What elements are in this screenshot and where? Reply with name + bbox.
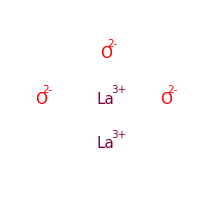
- Text: 2-: 2-: [43, 85, 53, 95]
- Text: La: La: [96, 136, 114, 152]
- Text: La: La: [96, 92, 114, 106]
- Text: 2-: 2-: [168, 85, 178, 95]
- Text: O: O: [100, 46, 112, 60]
- Text: 3+: 3+: [111, 130, 126, 140]
- Text: O: O: [160, 92, 172, 106]
- Text: 2-: 2-: [108, 39, 118, 49]
- Text: O: O: [35, 92, 47, 106]
- Text: 3+: 3+: [111, 85, 126, 95]
